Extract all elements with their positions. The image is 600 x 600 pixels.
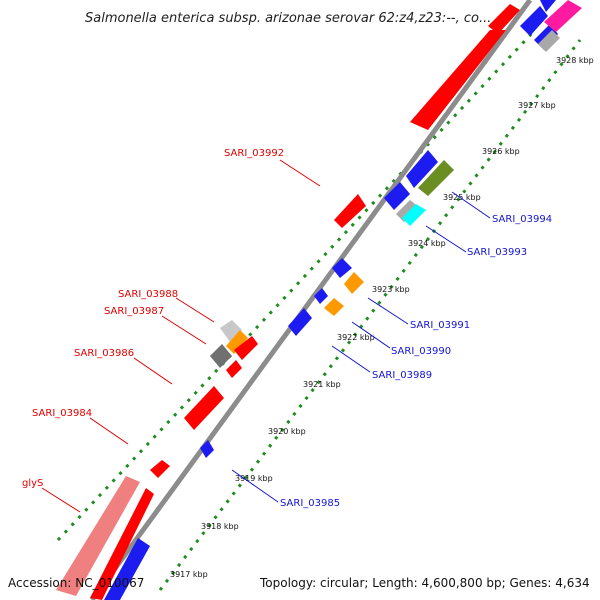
gene-label-sari-03989[interactable]: SARI_03989 — [372, 370, 432, 381]
tick-label: 3927 kbp — [518, 101, 556, 110]
gene-label-sari-03987[interactable]: SARI_03987 — [104, 306, 164, 317]
gene-block[interactable] — [418, 160, 454, 196]
tick-label: 3920 kbp — [268, 427, 306, 436]
tick-label: 3918 kbp — [201, 522, 239, 531]
reverse-gene-labels: SARI_03994 SARI_03993 SARI_03991 SARI_03… — [231, 191, 552, 509]
leader-line — [133, 357, 173, 385]
inner-tick-track — [158, 39, 582, 591]
gene-block[interactable] — [538, 30, 560, 52]
gene-block[interactable] — [234, 336, 258, 360]
tick-label: 3926 kbp — [482, 147, 520, 156]
tick-label: 3919 kbp — [235, 474, 273, 483]
tick-label: 3922 kbp — [337, 333, 375, 342]
gene-label-sari-03988[interactable]: SARI_03988 — [118, 289, 178, 300]
gene-block[interactable] — [332, 258, 352, 278]
gene-label-sari-03990[interactable]: SARI_03990 — [391, 346, 451, 357]
accession-label: Accession: NC_010067 — [8, 576, 144, 590]
gene-block[interactable] — [540, 0, 556, 12]
leader-line — [425, 225, 467, 253]
gene-block[interactable] — [410, 30, 506, 130]
leader-line — [279, 159, 321, 187]
gene-block[interactable] — [324, 298, 344, 316]
gene-block[interactable] — [406, 150, 438, 188]
gene-label-sari-03984[interactable]: SARI_03984 — [32, 408, 92, 419]
gene-block[interactable] — [210, 344, 232, 368]
gene-block[interactable] — [288, 308, 312, 336]
leader-line — [451, 191, 491, 219]
gene-block[interactable] — [226, 360, 242, 378]
outer-tick-track — [56, 28, 537, 542]
map-title: Salmonella enterica subsp. arizonae sero… — [85, 11, 491, 26]
leader-line — [331, 345, 371, 373]
gene-block[interactable] — [184, 386, 224, 430]
gene-block[interactable] — [220, 320, 242, 342]
tick-label: 3923 kbp — [372, 285, 410, 294]
tick-label: 3924 kbp — [408, 239, 446, 248]
tick-labels: 3917 kbp 3918 kbp 3919 kbp 3920 kbp 3921… — [170, 56, 594, 579]
tick-label: 3925 kbp — [443, 193, 481, 202]
gene-block[interactable] — [488, 4, 520, 34]
gene-label-sari-03994[interactable]: SARI_03994 — [492, 214, 552, 225]
gene-label-sari-03985[interactable]: SARI_03985 — [280, 498, 340, 509]
gene-label-sari-03993[interactable]: SARI_03993 — [467, 247, 527, 258]
gene-block[interactable] — [544, 0, 582, 32]
leader-line — [175, 297, 215, 323]
gene-block[interactable] — [200, 440, 214, 458]
tick-label: 3928 kbp — [556, 56, 594, 65]
topology-label: Topology: circular; Length: 4,600,800 bp… — [259, 576, 590, 590]
gene-block[interactable] — [226, 330, 248, 354]
tick-label: 3917 kbp — [170, 570, 208, 579]
leader-line — [231, 469, 279, 503]
tick-label: 3921 kbp — [303, 380, 341, 389]
gene-block[interactable] — [344, 272, 364, 294]
gene-block[interactable] — [90, 488, 154, 600]
gene-label-sari-03986[interactable]: SARI_03986 — [74, 348, 134, 359]
leader-line — [89, 417, 129, 445]
forward-strand-genes — [56, 4, 520, 600]
gene-label-glys[interactable]: glyS — [22, 478, 43, 489]
gene-block[interactable] — [384, 182, 410, 210]
gene-block[interactable] — [56, 476, 140, 596]
gene-block[interactable] — [396, 200, 420, 222]
gene-block[interactable] — [104, 538, 150, 600]
gene-block[interactable] — [314, 288, 328, 304]
gene-label-sari-03992[interactable]: SARI_03992 — [224, 148, 284, 159]
gene-block[interactable] — [150, 460, 170, 478]
leader-line — [41, 487, 81, 513]
gene-label-sari-03991[interactable]: SARI_03991 — [410, 320, 470, 331]
gene-block[interactable] — [334, 194, 366, 228]
backbone-line — [89, 0, 533, 600]
gene-block[interactable] — [402, 204, 426, 226]
forward-gene-labels: SARI_03992 SARI_03988 SARI_03987 SARI_03… — [22, 148, 321, 513]
leader-line — [351, 321, 391, 349]
gene-block[interactable] — [520, 6, 548, 36]
leader-line — [161, 315, 207, 345]
reverse-strand-genes — [104, 0, 582, 600]
leader-line — [367, 297, 409, 325]
